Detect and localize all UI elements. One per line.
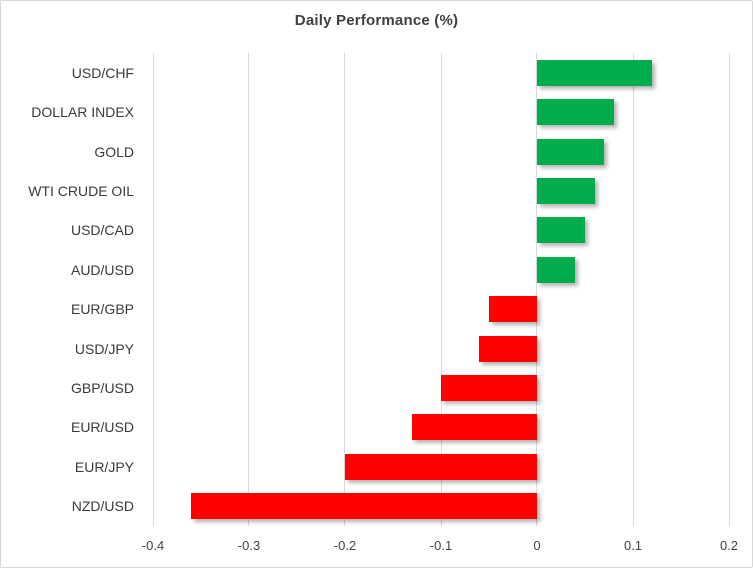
x-tick-label--0_3: -0.3 — [237, 538, 261, 553]
category-label-aud-usd: AUD/USD — [70, 261, 134, 278]
x-tick-label--0_2: -0.2 — [333, 538, 357, 553]
bar-wti-crude-oil — [537, 177, 595, 204]
chart-title: Daily Performance (%) — [294, 12, 459, 29]
bar-gold — [537, 138, 605, 165]
bar-dollar-index — [537, 99, 614, 126]
bar-usd-cad — [537, 217, 585, 244]
gridline--0_1 — [440, 53, 442, 526]
bar-aud-usd — [537, 256, 576, 283]
bar-eur-usd — [412, 414, 537, 441]
category-axis: USD/CHF DOLLAR INDEX GOLD WTI CRUDE OIL USD/… — [1, 53, 134, 526]
value-axis: -0.4 -0.3 -0.2 -0.1 0 0.1 0.2 — [142, 538, 738, 560]
gridline--0_4 — [152, 53, 154, 526]
category-label-eur-usd: EUR/USD — [70, 419, 134, 436]
x-tick-label--0_4: -0.4 — [141, 538, 165, 553]
category-label-wti-crude-oil: WTI CRUDE OIL — [28, 182, 134, 199]
x-tick-label-0_1: 0.1 — [623, 538, 643, 553]
x-tick-label-0: 0 — [533, 538, 541, 553]
category-label-usd-chf: USD/CHF — [71, 64, 134, 81]
bar-usd-chf — [537, 59, 653, 86]
category-label-gbp-usd: GBP/USD — [70, 380, 134, 397]
category-label-usd-cad: USD/CAD — [70, 222, 134, 239]
category-label-nzd-usd: NZD/USD — [71, 498, 134, 515]
category-label-eur-gbp: EUR/GBP — [70, 301, 134, 318]
x-tick-label--0_1: -0.1 — [429, 538, 453, 553]
bar-eur-jpy — [345, 453, 537, 480]
plot-area — [152, 53, 730, 526]
gridline--0_2 — [344, 53, 346, 526]
bar-eur-gbp — [489, 296, 537, 323]
gridline--0_3 — [248, 53, 250, 526]
gridline-0_2 — [728, 53, 730, 526]
category-label-dollar-index: DOLLAR INDEX — [31, 104, 134, 121]
x-tick-label-0_2: 0.2 — [719, 538, 739, 553]
gridline-0_1 — [632, 53, 634, 526]
bar-usd-jpy — [479, 335, 537, 362]
bar-gbp-usd — [441, 375, 537, 402]
bar-nzd-usd — [191, 493, 537, 520]
category-label-usd-jpy: USD/JPY — [74, 340, 134, 357]
category-label-eur-jpy: EUR/JPY — [74, 458, 134, 475]
gridline-0 — [536, 53, 538, 526]
category-label-gold: GOLD — [94, 143, 134, 160]
